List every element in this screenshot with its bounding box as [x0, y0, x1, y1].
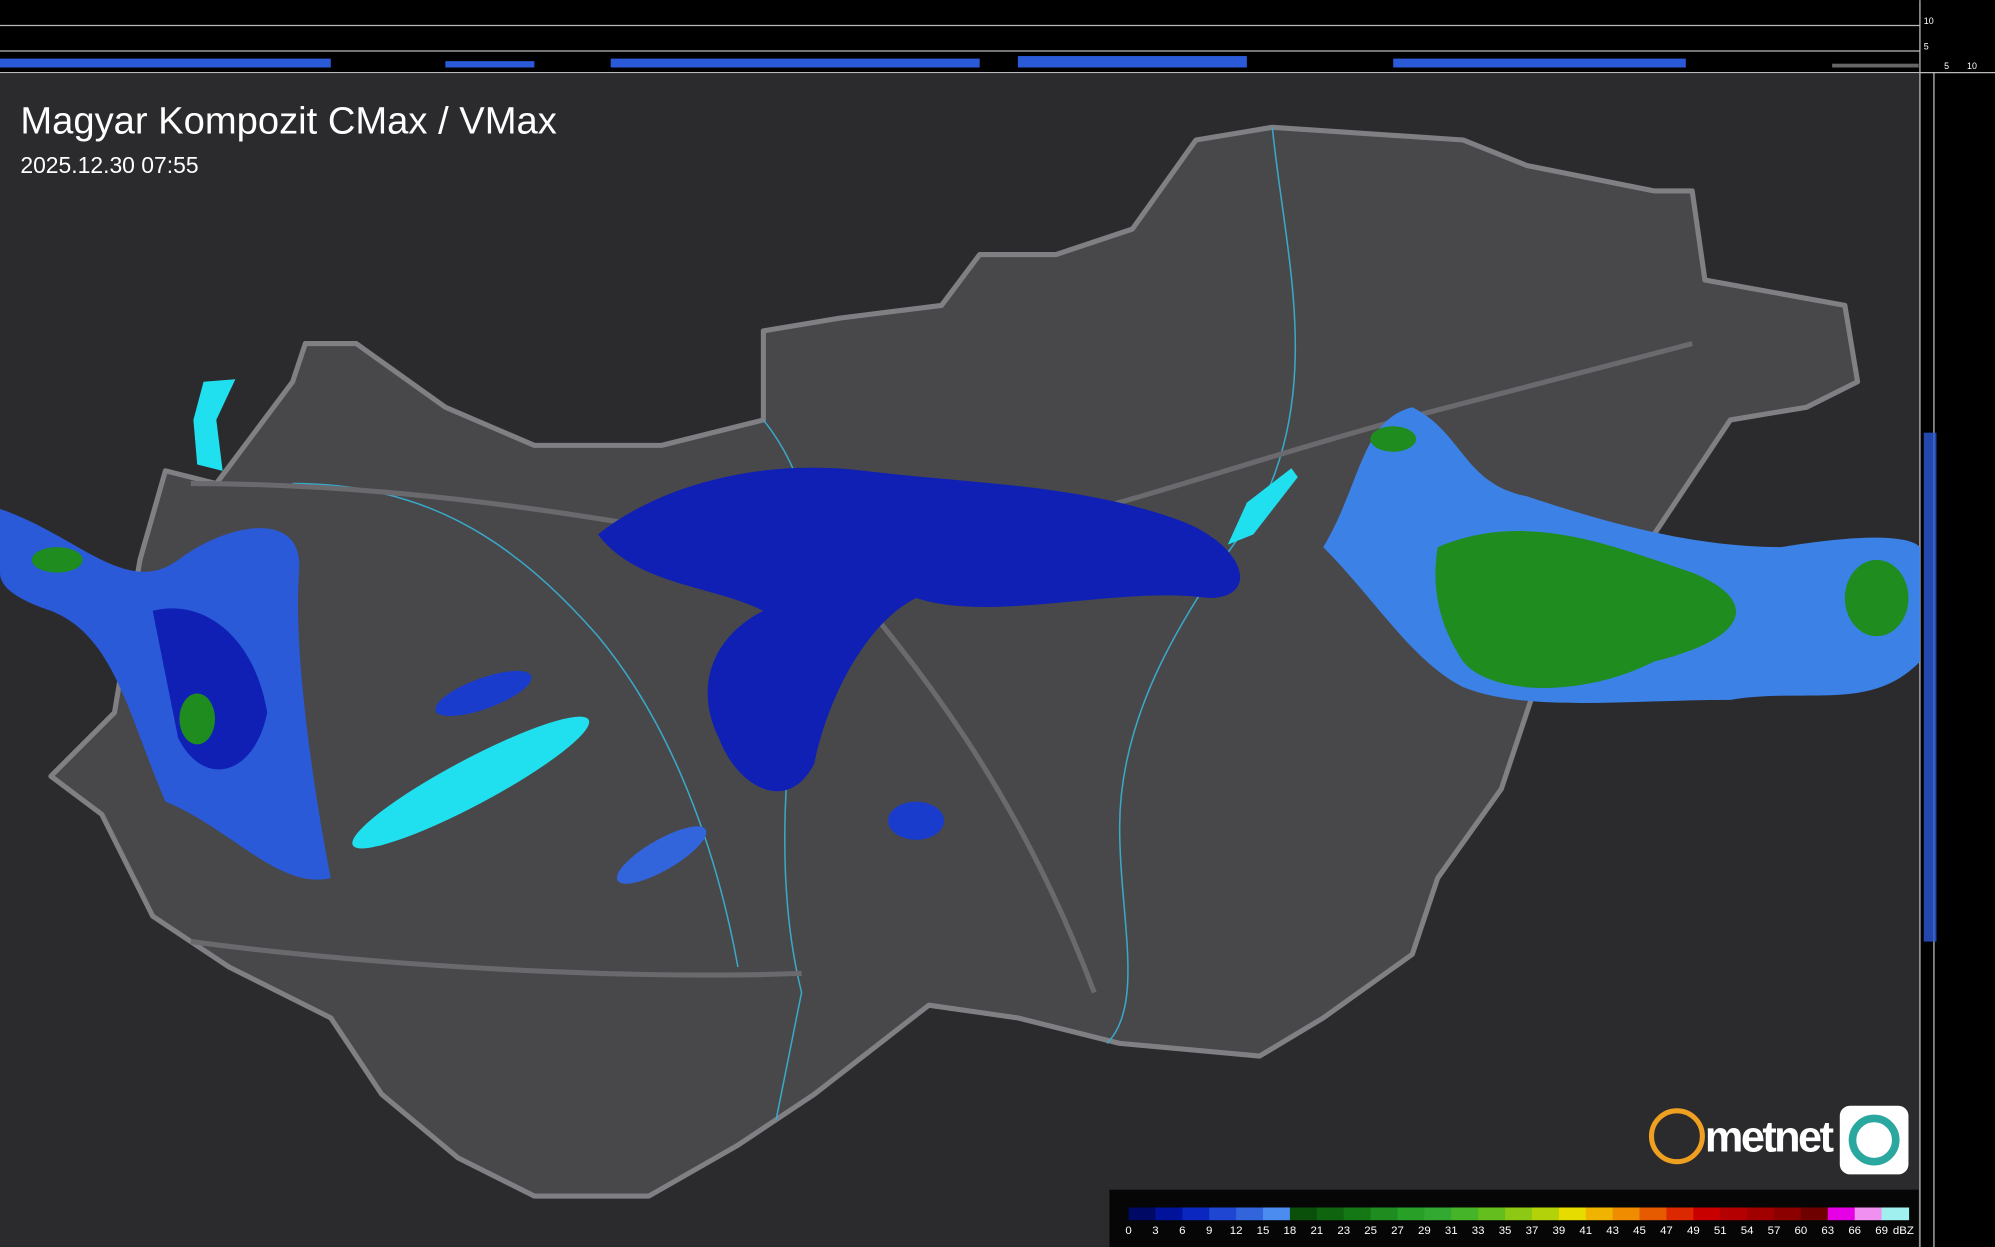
legend-tick-label: 0 [1125, 1225, 1131, 1237]
legend-swatch [1531, 1207, 1560, 1221]
side-echoes [1923, 432, 1937, 942]
river [292, 482, 739, 968]
legend-tick-label: 9 [1206, 1225, 1212, 1237]
legend-swatch [1612, 1207, 1641, 1221]
legend-tick-label: 39 [1552, 1225, 1565, 1237]
echo [1435, 531, 1736, 688]
legend-tick-label: 43 [1606, 1225, 1619, 1237]
legend-tick-label: 3 [1152, 1225, 1158, 1237]
legend-swatch [1693, 1207, 1721, 1221]
legend-tick-label: 27 [1391, 1225, 1404, 1237]
strip-echo [1017, 56, 1247, 68]
legend-swatch [1639, 1207, 1668, 1221]
legend-swatch [1774, 1207, 1802, 1221]
legend-swatch [1424, 1207, 1452, 1221]
legend-swatch [1854, 1207, 1883, 1221]
legend-tick-label: 69 [1875, 1225, 1888, 1237]
echo [435, 670, 532, 717]
legend-swatch [1451, 1207, 1479, 1221]
legend-tick-label: 35 [1499, 1225, 1512, 1237]
echo [31, 547, 83, 573]
legend-tick-label: 18 [1284, 1225, 1297, 1237]
lakes [193, 379, 1298, 849]
legend-tick-label: 12 [1230, 1225, 1243, 1237]
legend-swatch [1881, 1207, 1910, 1221]
legend-swatch [1558, 1207, 1587, 1221]
strip-echo [1832, 63, 1919, 68]
side-label: 10 [1924, 16, 1934, 26]
legend-tick-label: 23 [1337, 1225, 1350, 1237]
legend-tick-label: 66 [1848, 1225, 1861, 1237]
strip-echo [1393, 58, 1686, 68]
echo [888, 801, 945, 840]
legend-tick-label: 41 [1579, 1225, 1592, 1237]
legend-swatch [1343, 1207, 1372, 1221]
precipitation [0, 407, 1920, 884]
road [190, 939, 802, 978]
map-title: Magyar Kompozit CMax / VMax [20, 100, 556, 143]
legend-swatch [1397, 1207, 1426, 1221]
echo [179, 693, 216, 745]
side-label: 5 [1924, 42, 1929, 52]
strip-echoes [0, 56, 1919, 68]
lake [352, 716, 590, 849]
legend-tick-label: 45 [1633, 1225, 1646, 1237]
river [1106, 127, 1297, 1044]
legend-swatch [1585, 1207, 1614, 1221]
echo [0, 508, 331, 880]
logo: metnet [1648, 1105, 1909, 1175]
strip-echo [445, 61, 535, 68]
legend-tick-label: 21 [1310, 1225, 1323, 1237]
legend-tick-label: 31 [1445, 1225, 1458, 1237]
legend-tick-label: 54 [1741, 1225, 1754, 1237]
logo-text: metnet [1705, 1114, 1834, 1162]
legend-tick-label: 63 [1821, 1225, 1834, 1237]
side-label: 10 [1967, 61, 1977, 71]
legend-tick-label: 33 [1472, 1225, 1485, 1237]
legend-swatch [1478, 1207, 1506, 1221]
country-outline [48, 124, 1861, 1199]
legend-tick-label: 60 [1795, 1225, 1808, 1237]
echo [616, 826, 707, 884]
legend-tick-label: 29 [1418, 1225, 1431, 1237]
lake [1227, 468, 1298, 545]
legend-swatch [1720, 1207, 1748, 1221]
timestamp: 2025.12.30 07:55 [20, 152, 198, 178]
legend-swatch [1263, 1207, 1291, 1221]
logo-swirl [1848, 1114, 1900, 1166]
legend-tick-label: 57 [1768, 1225, 1781, 1237]
legend-tick-label: 25 [1364, 1225, 1377, 1237]
logo-sun [1648, 1108, 1705, 1165]
legend-tick-label: 6 [1179, 1225, 1185, 1237]
legend-swatch [1182, 1207, 1210, 1221]
legend-swatch [1236, 1207, 1264, 1221]
strip-echo [0, 58, 331, 68]
echo [1844, 559, 1909, 637]
legend-swatch [1128, 1207, 1157, 1221]
legend-swatch [1209, 1207, 1237, 1221]
legend-swatch [1666, 1207, 1694, 1221]
legend-tick-label: 51 [1714, 1225, 1727, 1237]
legend-tick-label: 49 [1687, 1225, 1700, 1237]
legend-tick-label: 47 [1660, 1225, 1673, 1237]
legend-swatch [1747, 1207, 1775, 1221]
legend-tick-label: 37 [1526, 1225, 1539, 1237]
legend-unit: dBZ [1893, 1225, 1914, 1237]
legend-swatch [1316, 1207, 1345, 1221]
echo [597, 467, 1241, 792]
legend-swatch [1505, 1207, 1533, 1221]
legend-swatch [1289, 1207, 1318, 1221]
legend-swatch [1827, 1207, 1856, 1221]
lake [193, 379, 236, 471]
echo [1370, 426, 1417, 452]
legend-tick-label: 15 [1257, 1225, 1270, 1237]
legend: 0 3 6 9 12 15 18 21 23 25 27 29 31 33 35 37 39 41 43 45 47 49… [1125, 1207, 1914, 1237]
strip-echo [610, 58, 980, 68]
side-label: 5 [1944, 61, 1949, 71]
legend-swatch [1155, 1207, 1183, 1221]
legend-swatch [1370, 1207, 1399, 1221]
legend-swatch [1800, 1207, 1829, 1221]
